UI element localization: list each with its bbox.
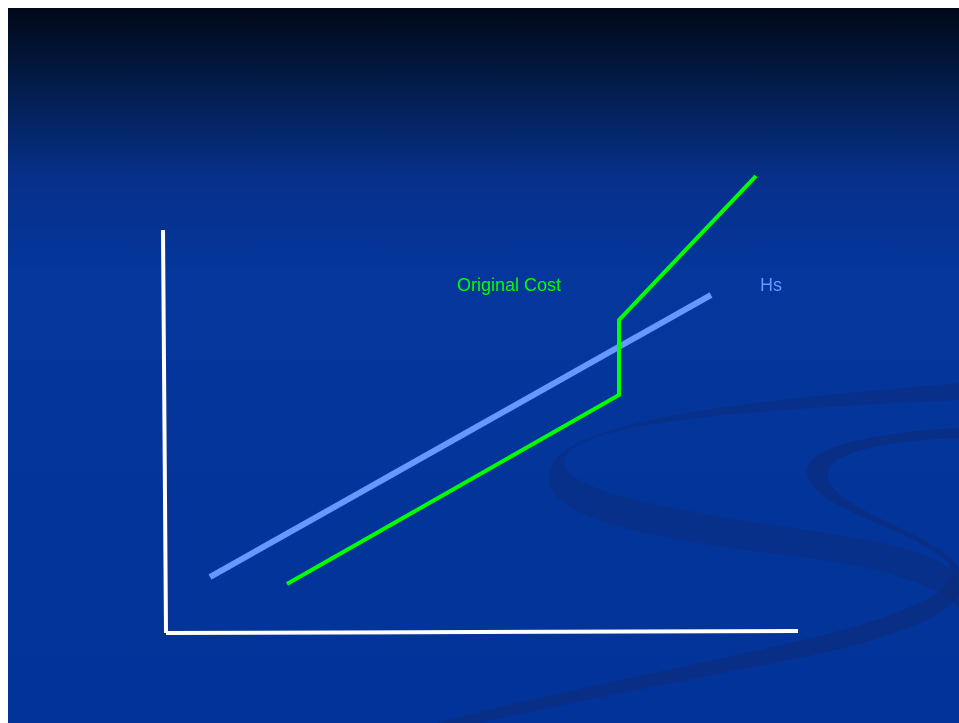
background-swoosh [438, 383, 959, 723]
original-cost-line [286, 174, 758, 586]
hs-label: Hs [760, 275, 782, 295]
diagram-canvas [161, 174, 799, 635]
original-cost-label: Original Cost [457, 275, 562, 295]
x-axis [165, 629, 799, 635]
slide: Original Cost Hs [8, 8, 959, 723]
y-axis [161, 229, 168, 634]
hs-line [208, 292, 713, 580]
